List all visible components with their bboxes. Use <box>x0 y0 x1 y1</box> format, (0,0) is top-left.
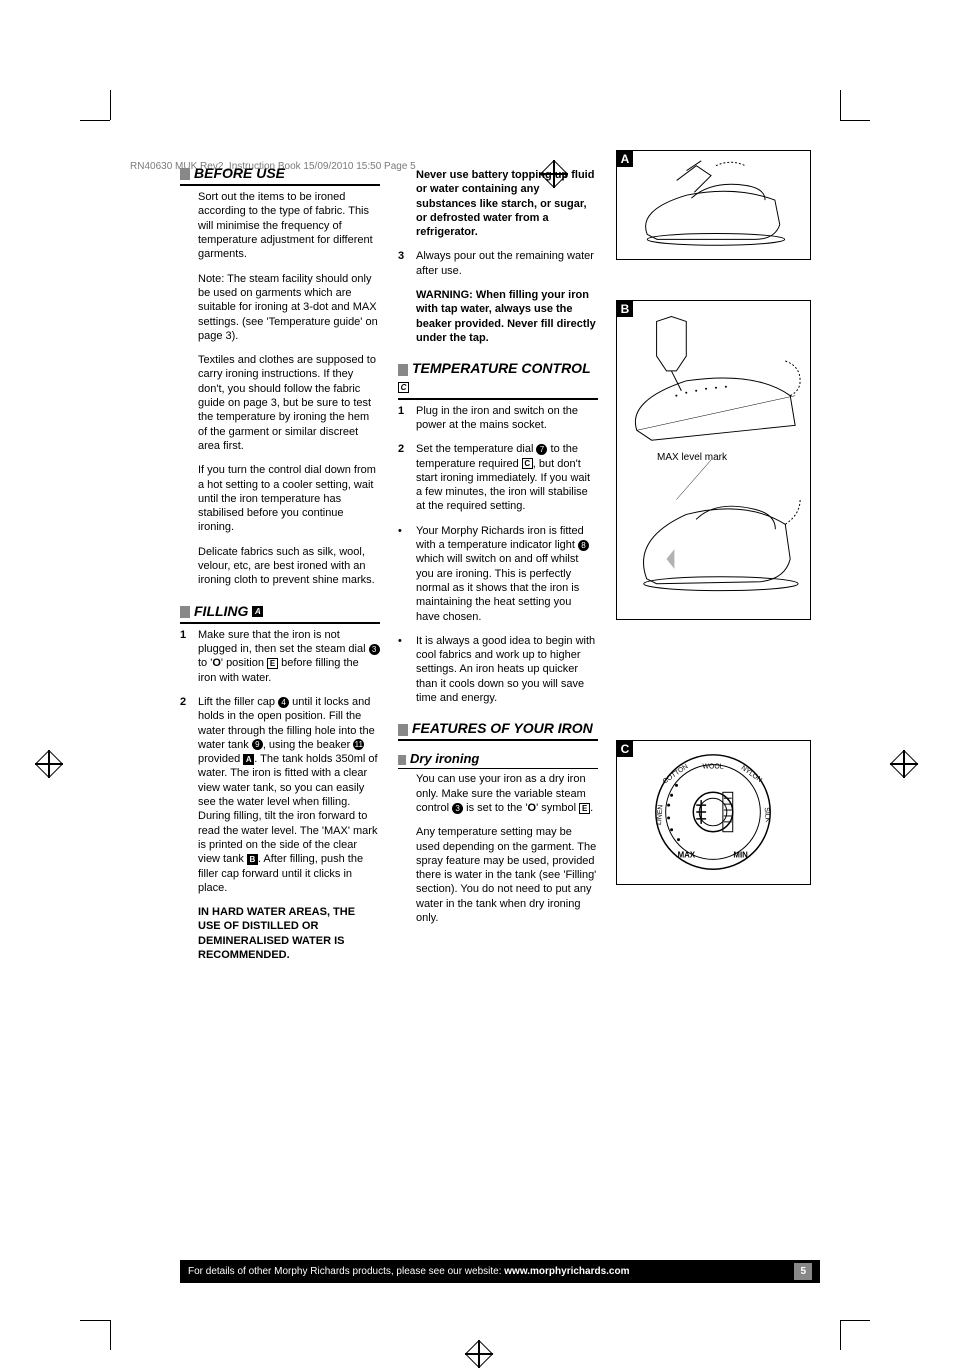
body-text: If you turn the control dial down from a… <box>180 463 380 534</box>
figure-ref-icon: A <box>252 606 263 617</box>
figure-ref-icon: E <box>579 803 590 814</box>
figure-a: A <box>616 150 811 260</box>
part-ref-icon: 7 <box>536 444 547 455</box>
dial-nylon: NYLON <box>740 765 763 784</box>
body-text: You can use your iron as a dry iron only… <box>398 772 598 815</box>
figure-c: C WOOL NYLON SILK C <box>616 740 811 885</box>
crop-mark <box>110 90 111 120</box>
footer-url: www.morphyrichards.com <box>504 1266 629 1277</box>
crop-mark <box>840 120 870 121</box>
part-ref-icon: 4 <box>278 697 289 708</box>
dial-max: MAX <box>678 850 696 859</box>
dial-linen: LINEN <box>656 804 665 825</box>
dial-cotton: COTTON <box>662 763 690 785</box>
page-footer: For details of other Morphy Richards pro… <box>180 1260 820 1283</box>
crop-mark <box>840 90 841 120</box>
crop-mark <box>110 1320 111 1350</box>
step-2: 2 Lift the filler cap 4 until it locks a… <box>180 695 380 895</box>
bullet-item: • It is always a good idea to begin with… <box>398 634 598 705</box>
section-temperature-title: TEMPERATURE CONTROL C <box>398 359 598 399</box>
figure-ref-icon: C <box>522 458 533 469</box>
temperature-dial-icon: WOOL NYLON SILK COTTON LINEN MAX MIN <box>617 741 810 884</box>
subsection-dry-ironing: Dry ironing <box>398 751 598 769</box>
dial-wool: WOOL <box>702 764 723 771</box>
bullet-item: • Your Morphy Richards iron is fitted wi… <box>398 524 598 624</box>
crop-mark <box>80 120 110 121</box>
warning-text: WARNING: When filling your iron with tap… <box>398 288 598 345</box>
warning-text: IN HARD WATER AREAS, THE USE OF DISTILLE… <box>180 905 380 962</box>
warning-text: Never use battery topping up fluid or wa… <box>398 168 598 239</box>
step-2: 2 Set the temperature dial 7 to the temp… <box>398 442 598 513</box>
figure-label: B <box>617 301 633 317</box>
registration-mark <box>465 1340 493 1368</box>
crop-mark <box>840 1320 841 1350</box>
figure-label: A <box>617 151 633 167</box>
section-features-title: FEATURES OF YOUR IRON <box>398 719 598 741</box>
figure-ref-icon: A <box>243 754 254 765</box>
dial-silk: SILK <box>763 807 771 823</box>
section-filling-title: FILLING A <box>180 602 380 624</box>
step-1: 1 Make sure that the iron is not plugged… <box>180 628 380 685</box>
registration-mark <box>890 750 918 778</box>
figure-ref-icon: E <box>267 658 278 669</box>
max-level-label: MAX level mark <box>657 451 727 464</box>
part-ref-icon: 3 <box>452 803 463 814</box>
section-before-use-title: BEFORE USE <box>180 164 380 186</box>
step-1: 1 Plug in the iron and switch on the pow… <box>398 404 598 433</box>
body-text: Sort out the items to be ironed accordin… <box>180 190 380 261</box>
step-3: 3 Always pour out the remaining water af… <box>398 249 598 278</box>
figure-label: C <box>617 741 633 757</box>
part-ref-icon: 8 <box>578 540 589 551</box>
column-1: BEFORE USE Sort out the items to be iron… <box>180 150 380 972</box>
part-ref-icon: 3 <box>369 644 380 655</box>
registration-mark <box>35 750 63 778</box>
body-text: Delicate fabrics such as silk, wool, vel… <box>180 545 380 588</box>
page-content: BEFORE USE Sort out the items to be iron… <box>180 150 820 972</box>
dial-min: MIN <box>733 850 748 859</box>
body-text: Any temperature setting may be used depe… <box>398 825 598 925</box>
column-2: Never use battery topping up fluid or wa… <box>398 150 598 972</box>
column-figures: A B MAX level mark <box>616 150 811 972</box>
part-ref-icon: 9 <box>252 739 263 750</box>
body-text: Textiles and clothes are supposed to car… <box>180 353 380 453</box>
figure-ref-icon: C <box>398 382 409 393</box>
crop-mark <box>80 1320 110 1321</box>
figure-ref-icon: B <box>247 854 258 865</box>
body-text: Note: The steam facility should only be … <box>180 272 380 343</box>
figure-b: B MAX level mark <box>616 300 811 620</box>
iron-illustration-icon <box>617 151 810 259</box>
crop-mark <box>840 1320 870 1321</box>
page-number: 5 <box>794 1263 812 1280</box>
part-ref-icon: 11 <box>353 739 364 750</box>
